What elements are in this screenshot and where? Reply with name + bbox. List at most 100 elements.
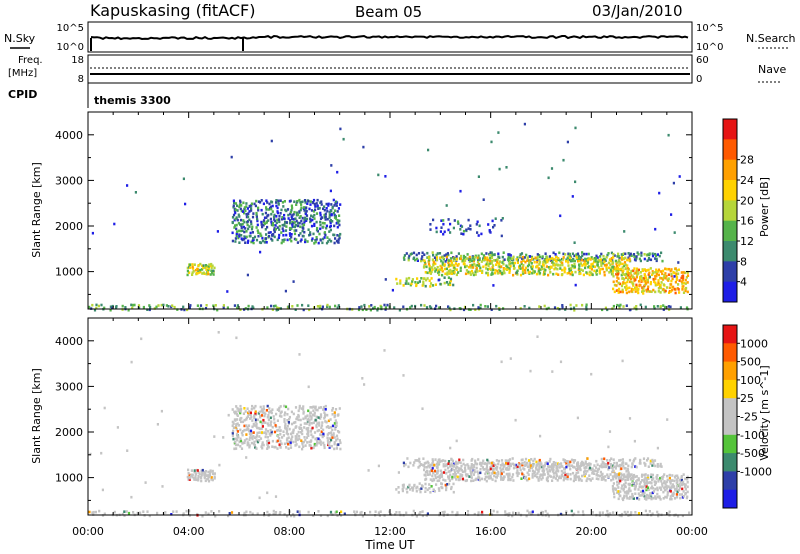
scatter-cell — [641, 288, 644, 291]
scatter-cell — [191, 475, 194, 479]
scatter-cell — [552, 251, 555, 255]
scatter-cell — [216, 308, 219, 312]
scatter-cell — [516, 273, 519, 276]
scatter-cell — [663, 486, 666, 490]
scatter-cell — [439, 256, 442, 259]
scatter-cell — [625, 470, 628, 473]
scatter-cell — [528, 477, 531, 481]
scatter-cell — [434, 476, 437, 480]
scatter-cell — [337, 413, 340, 416]
scatter-cell — [552, 262, 556, 265]
scatter-cell — [686, 480, 689, 484]
scatter-cell — [248, 445, 251, 449]
scatter-cell — [636, 479, 639, 482]
scatter-cell — [253, 414, 256, 417]
scatter-cell — [301, 447, 304, 451]
scatter-cell — [440, 471, 443, 475]
scatter-cell — [188, 478, 191, 481]
scatter-cell — [591, 472, 594, 475]
scatter-cell — [298, 426, 301, 429]
scatter-cell — [290, 239, 293, 243]
scatter-cell — [442, 464, 445, 468]
scatter-cell — [445, 267, 448, 271]
scatter-cell — [473, 470, 476, 474]
scatter-cell — [674, 474, 677, 478]
scatter-cell — [628, 487, 631, 490]
scatter-cell — [259, 201, 262, 204]
scatter-cell — [616, 261, 619, 264]
scatter-cell — [242, 412, 245, 415]
scatter-cell — [261, 425, 264, 428]
scatter-cell — [592, 257, 595, 261]
scatter-cell — [601, 511, 604, 514]
scatter-cell — [404, 463, 407, 466]
scatter-cell — [499, 475, 502, 478]
scatter-cell — [610, 478, 613, 482]
scatter-cell — [588, 474, 591, 477]
scatter-cell — [293, 514, 296, 518]
scatter-cell — [639, 283, 642, 287]
scatter-cell — [528, 463, 531, 467]
scatter-cell — [265, 208, 268, 211]
scatter-cell — [265, 206, 268, 209]
scatter-cell — [560, 469, 563, 473]
scatter-cell — [290, 217, 294, 220]
scatter-cell — [669, 497, 672, 501]
scatter-cell — [667, 279, 670, 282]
scatter-cell — [519, 267, 522, 270]
scatter-cell — [526, 509, 529, 513]
scatter-cell — [645, 288, 648, 292]
scatter-cell — [571, 195, 574, 198]
scatter-cell — [645, 269, 648, 272]
scatter-cell — [607, 266, 611, 270]
scatter-cell — [676, 484, 679, 488]
scatter-cell — [607, 512, 610, 516]
scatter-cell — [460, 468, 463, 472]
scatter-cell — [402, 374, 405, 377]
scatter-cell — [430, 270, 433, 274]
scatter-cell — [636, 251, 639, 254]
scatter-cell — [549, 475, 553, 478]
scatter-cell — [243, 418, 246, 422]
scatter-cell — [269, 217, 272, 221]
scatter-cell — [468, 255, 471, 259]
scatter-cell — [298, 404, 301, 408]
scatter-cell — [445, 488, 448, 492]
scatter-cell — [470, 266, 473, 269]
scatter-cell — [266, 201, 269, 204]
scatter-cell — [411, 489, 414, 492]
scatter-cell — [403, 254, 406, 257]
scatter-cell — [668, 474, 671, 477]
scatter-cell — [656, 488, 659, 492]
scatter-cell — [427, 461, 430, 465]
scatter-cell — [627, 475, 630, 478]
scatter-cell — [233, 201, 236, 205]
scatter-cell — [652, 462, 655, 465]
scatter-cell — [312, 210, 316, 213]
scatter-cell — [605, 267, 608, 270]
scatter-cell — [552, 465, 555, 469]
scatter-cell — [598, 511, 601, 514]
scatter-cell — [598, 260, 601, 263]
scatter-cell — [315, 238, 318, 241]
scatter-cell — [125, 510, 128, 513]
scatter-cell — [500, 476, 503, 480]
scatter-cell — [450, 251, 453, 255]
scatter-cell — [655, 274, 658, 278]
scatter-cell — [608, 459, 612, 462]
scatter-cell — [243, 439, 246, 442]
scatter-cell — [556, 263, 559, 267]
scatter-cell — [678, 279, 681, 282]
scatter-cell — [138, 306, 141, 309]
scatter-cell — [639, 271, 642, 274]
scatter-cell — [332, 233, 335, 237]
scatter-cell — [467, 464, 470, 468]
scatter-cell — [452, 226, 455, 230]
scatter-cell — [172, 510, 175, 513]
scatter-cell — [160, 409, 163, 413]
scatter-cell — [256, 217, 259, 221]
scatter-cell — [686, 495, 689, 499]
scatter-cell — [599, 258, 602, 261]
y-tick-label: 4000 — [55, 335, 83, 348]
scatter-cell — [613, 290, 616, 294]
